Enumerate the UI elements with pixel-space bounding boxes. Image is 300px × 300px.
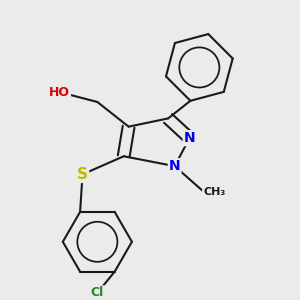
Text: S: S <box>77 167 88 182</box>
Text: N: N <box>169 159 181 173</box>
Text: HO: HO <box>49 85 70 99</box>
Text: Cl: Cl <box>91 286 104 299</box>
Text: N: N <box>184 131 195 145</box>
Text: CH₃: CH₃ <box>203 188 225 197</box>
